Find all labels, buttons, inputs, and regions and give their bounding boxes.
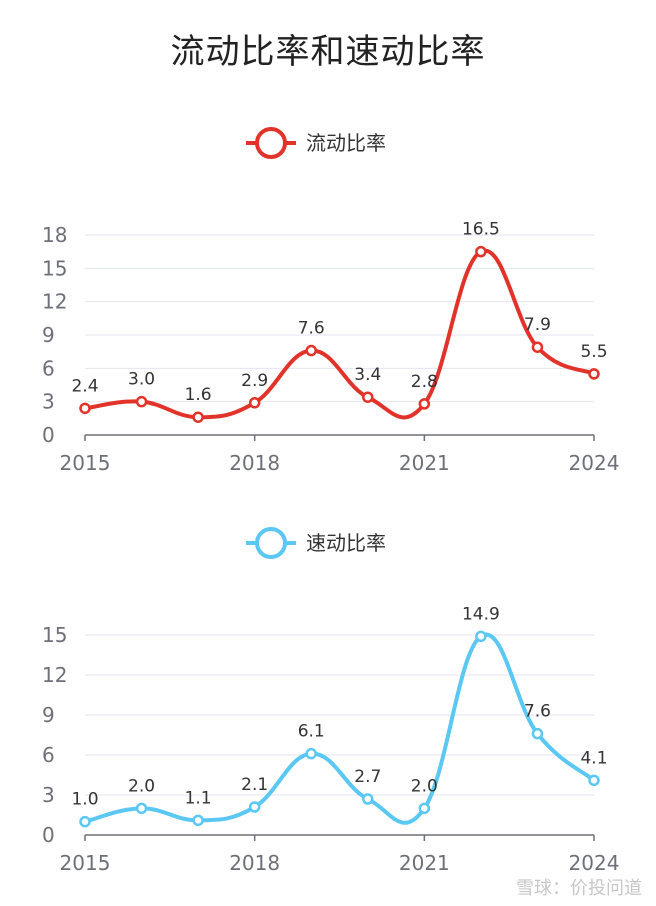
x-tick-label: 2018 bbox=[229, 451, 280, 475]
y-tick-label: 3 bbox=[42, 390, 55, 414]
data-point bbox=[531, 341, 544, 353]
data-point bbox=[475, 630, 487, 643]
data-label: 1.1 bbox=[185, 788, 212, 808]
data-point bbox=[135, 395, 148, 408]
data-label: 2.1 bbox=[241, 775, 268, 795]
legend-label: 速动比率 bbox=[306, 531, 386, 555]
data-point bbox=[248, 801, 261, 813]
y-tick-label: 6 bbox=[42, 356, 55, 380]
data-label: 1.6 bbox=[185, 385, 212, 405]
data-label: 2.7 bbox=[354, 767, 381, 787]
data-point bbox=[475, 245, 487, 258]
chart-2: 速动比率 0 3 6 9 12 15 2015 2018 2021 2024 1.0 2.0 1.1 2.1… bbox=[42, 527, 620, 875]
chart-1: 流动比率 0 3 6 9 12 15 18 2015 2018 2021 2024 2.4 3.0 1.6 2… bbox=[42, 127, 620, 475]
x-tick-label: 2015 bbox=[60, 451, 111, 475]
y-tick-label: 9 bbox=[42, 323, 55, 347]
data-label: 7.6 bbox=[298, 319, 325, 339]
x-tick-label: 2015 bbox=[60, 851, 111, 875]
data-label: 7.9 bbox=[524, 315, 551, 335]
data-point bbox=[248, 397, 261, 409]
y-tick-label: 0 bbox=[42, 823, 55, 847]
watermark: 雪球：价投问道 bbox=[516, 878, 642, 899]
data-label: 5.5 bbox=[580, 342, 607, 362]
data-point bbox=[305, 747, 317, 760]
data-point bbox=[135, 802, 148, 815]
data-label: 4.1 bbox=[580, 748, 607, 768]
data-label: 1.0 bbox=[71, 790, 98, 810]
y-tick-label: 6 bbox=[42, 743, 55, 767]
data-point bbox=[362, 391, 374, 403]
data-point bbox=[418, 802, 431, 815]
data-point bbox=[79, 402, 91, 415]
data-label: 2.0 bbox=[411, 776, 438, 796]
y-tick-label: 18 bbox=[42, 223, 67, 247]
y-tick-label: 3 bbox=[42, 783, 55, 807]
data-point bbox=[362, 793, 374, 805]
data-point bbox=[588, 774, 600, 787]
data-point bbox=[192, 814, 204, 827]
y-tick-label: 9 bbox=[42, 703, 55, 727]
y-tick-label: 15 bbox=[42, 256, 67, 280]
data-point bbox=[305, 344, 317, 357]
data-point bbox=[192, 411, 204, 423]
x-tick-label: 2021 bbox=[399, 851, 450, 875]
data-label: 3.0 bbox=[128, 370, 155, 390]
x-tick-label: 2024 bbox=[569, 451, 620, 475]
y-tick-label: 12 bbox=[42, 663, 67, 687]
data-label: 6.1 bbox=[298, 722, 325, 742]
data-label: 3.4 bbox=[354, 365, 381, 385]
data-label: 14.9 bbox=[462, 604, 500, 624]
y-tick-label: 15 bbox=[42, 623, 67, 647]
data-label: 2.9 bbox=[241, 371, 268, 391]
data-label: 16.5 bbox=[462, 220, 500, 240]
data-label: 2.0 bbox=[128, 776, 155, 796]
x-tick-label: 2024 bbox=[569, 851, 620, 875]
data-point bbox=[588, 368, 600, 380]
legend-label: 流动比率 bbox=[306, 131, 386, 155]
legend-marker bbox=[255, 127, 287, 159]
data-point bbox=[79, 815, 91, 828]
data-label: 2.4 bbox=[71, 376, 98, 396]
x-tick-label: 2018 bbox=[229, 851, 280, 875]
data-label: 2.8 bbox=[411, 372, 438, 392]
series-line bbox=[84, 248, 595, 420]
data-point bbox=[418, 398, 431, 410]
data-point bbox=[531, 727, 544, 740]
data-label: 7.6 bbox=[524, 702, 551, 722]
x-tick-label: 2021 bbox=[399, 451, 450, 475]
y-tick-label: 0 bbox=[42, 423, 55, 447]
y-tick-label: 12 bbox=[42, 290, 67, 314]
legend-marker bbox=[255, 527, 287, 559]
page-title: 流动比率和速动比率 bbox=[170, 32, 486, 72]
